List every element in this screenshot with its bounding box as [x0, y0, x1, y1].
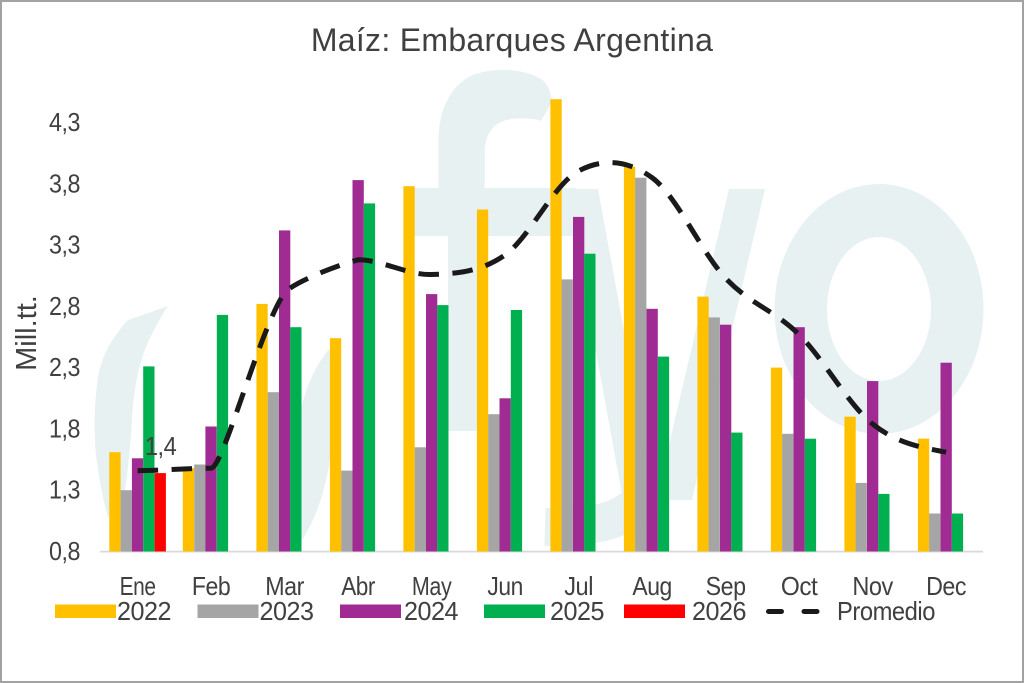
svg-text:Nov: Nov — [852, 571, 893, 601]
svg-text:Maíz: Embarques Argentina: Maíz: Embarques Argentina — [311, 22, 713, 58]
svg-text:Feb: Feb — [192, 571, 230, 601]
svg-text:1,4: 1,4 — [145, 431, 177, 461]
svg-text:3,8: 3,8 — [49, 168, 80, 198]
svg-text:2,3: 2,3 — [49, 352, 80, 382]
svg-text:Oct: Oct — [781, 571, 819, 601]
svg-text:2022: 2022 — [117, 596, 171, 626]
svg-text:Mar: Mar — [265, 571, 304, 601]
svg-text:1,8: 1,8 — [49, 413, 80, 443]
svg-text:Abr: Abr — [341, 571, 376, 601]
svg-text:0,8: 0,8 — [49, 536, 80, 566]
svg-text:Aug: Aug — [632, 571, 672, 601]
svg-text:Ene: Ene — [120, 571, 156, 601]
svg-text:Jun: Jun — [487, 571, 523, 601]
svg-text:2023: 2023 — [260, 596, 314, 626]
svg-text:May: May — [412, 571, 452, 601]
svg-text:2025: 2025 — [550, 596, 604, 626]
svg-text:Sep: Sep — [706, 571, 746, 601]
svg-text:4,3: 4,3 — [49, 107, 80, 137]
svg-text:2026: 2026 — [692, 596, 746, 626]
svg-text:2,8: 2,8 — [49, 291, 80, 321]
svg-text:Mill.tt.: Mill.tt. — [11, 295, 43, 371]
svg-text:2024: 2024 — [404, 596, 458, 626]
svg-text:Dec: Dec — [926, 571, 966, 601]
svg-text:3,3: 3,3 — [49, 230, 80, 260]
svg-text:Jul: Jul — [564, 571, 593, 601]
svg-text:Promedio: Promedio — [837, 596, 935, 626]
svg-text:1,3: 1,3 — [49, 475, 80, 505]
